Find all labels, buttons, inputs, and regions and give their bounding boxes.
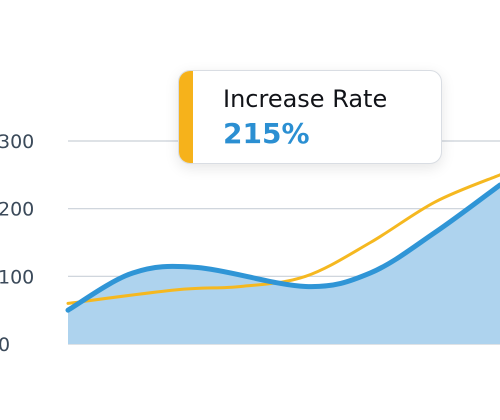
callout-accent-bar — [179, 71, 193, 163]
blue-series-line — [65, 182, 500, 313]
series-layer — [65, 173, 500, 344]
callout-label: Increase Rate — [223, 85, 388, 113]
increase-rate-callout: Increase Rate 215% — [178, 70, 442, 164]
blue-area-fill — [68, 184, 500, 344]
y-tick-labels: 0 100 200 300 — [0, 131, 34, 356]
yellow-series-line — [66, 173, 500, 305]
y-tick-label: 300 — [0, 131, 34, 153]
callout-value: 215% — [223, 117, 310, 150]
y-tick-label: 100 — [0, 266, 34, 288]
y-tick-label: 0 — [0, 334, 10, 356]
y-tick-label: 200 — [0, 199, 34, 221]
